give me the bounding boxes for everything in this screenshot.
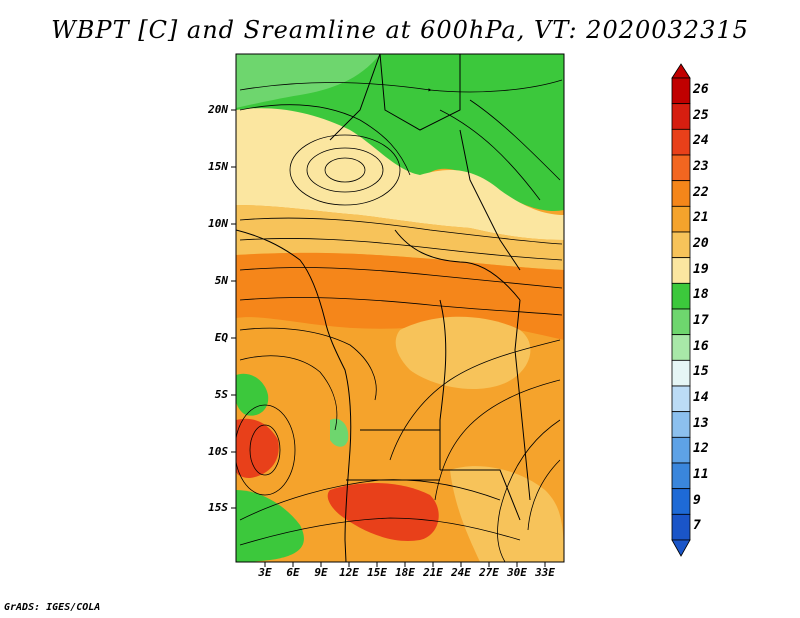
colorbar-segment: [671, 77, 691, 105]
colorbar-label: 20: [693, 235, 709, 251]
lat-label-20n: 20N: [208, 103, 228, 116]
wbpt-field: [236, 54, 564, 562]
colorbar: [671, 63, 691, 557]
colorbar-top-arrow: [671, 63, 691, 79]
colorbar-segment: [671, 205, 691, 233]
lon-label-3e: 3E: [258, 566, 272, 579]
colorbar-bottom-arrow: [671, 539, 691, 557]
colorbar-label: 16: [693, 338, 709, 354]
lon-label-24e: 24E: [451, 566, 471, 579]
colorbar-segment: [671, 359, 691, 387]
colorbar-label: 18: [693, 287, 709, 303]
colorbar-label: 24: [693, 133, 709, 149]
lat-label-10n: 10N: [208, 217, 228, 230]
colorbar-segment: [671, 103, 691, 130]
lon-label-9e: 9E: [314, 566, 328, 579]
colorbar-label: 26: [693, 81, 709, 97]
colorbar-segment: [671, 180, 691, 207]
plot-frame: [235, 53, 565, 563]
colorbar-label: 25: [693, 107, 709, 123]
chart-title: WBPT [C] and Sreamline at 600hPa, VT: 20…: [51, 16, 749, 44]
colorbar-label: 9: [693, 492, 701, 508]
colorbar-segment: [671, 154, 691, 182]
colorbar-segment: [671, 257, 691, 284]
country-borders: [236, 54, 531, 562]
colorbar-label: 15: [693, 364, 709, 380]
colorbar-segment: [671, 513, 691, 541]
lon-label-30e: 30E: [507, 566, 527, 579]
lon-label-6e: 6E: [286, 566, 300, 579]
colorbar-label: 7: [693, 518, 701, 534]
lon-label-15e: 15E: [367, 566, 387, 579]
colorbar-label: 11: [693, 466, 709, 482]
colorbar-segment: [671, 282, 691, 310]
grads-credit: GrADS: IGES/COLA: [4, 602, 101, 613]
colorbar-label: 23: [693, 158, 709, 174]
lon-label-21e: 21E: [423, 566, 443, 579]
colorbar-label: 13: [693, 415, 709, 431]
colorbar-label: 14: [693, 389, 709, 405]
colorbar-label: 22: [693, 184, 709, 200]
colorbar-label: 17: [693, 312, 709, 328]
colorbar-segment: [671, 488, 691, 515]
lat-label-5s: 5S: [214, 388, 228, 401]
colorbar-segment: [671, 385, 691, 413]
colorbar-label: 21: [693, 210, 709, 226]
colorbar-label: 12: [693, 441, 709, 457]
lon-label-12e: 12E: [339, 566, 359, 579]
tick-marks: [231, 109, 546, 567]
colorbar-segment: [671, 128, 691, 156]
colorbar-segment: [671, 231, 691, 259]
colorbar-label: 19: [693, 261, 709, 277]
colorbar-segment: [671, 334, 691, 361]
colorbar-segment: [671, 462, 691, 490]
lon-label-18e: 18E: [395, 566, 415, 579]
lon-label-33e: 33E: [535, 566, 555, 579]
lat-label-5n: 5N: [214, 274, 228, 287]
lat-label-15s: 15S: [208, 501, 228, 514]
lat-label-eq: EQ: [214, 331, 228, 344]
streamlines: [236, 79, 563, 562]
lat-label-15n: 15N: [208, 160, 228, 173]
lat-label-10s: 10S: [208, 445, 228, 458]
colorbar-segment: [671, 308, 691, 336]
lon-label-27e: 27E: [479, 566, 499, 579]
colorbar-segment: [671, 411, 691, 438]
colorbar-segment: [671, 436, 691, 464]
